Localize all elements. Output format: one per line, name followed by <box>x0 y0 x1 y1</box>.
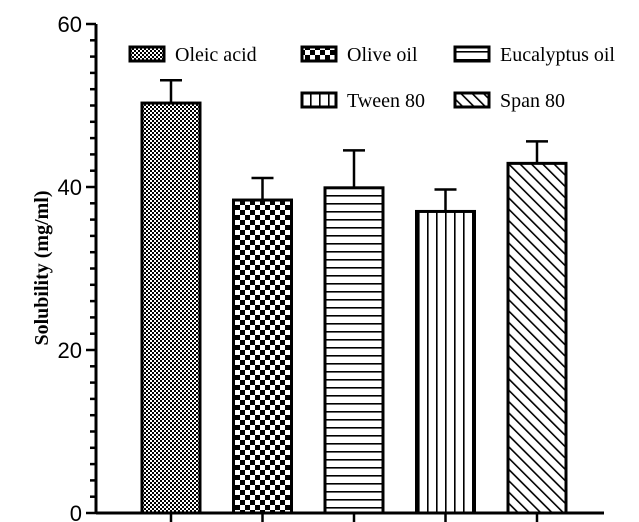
y-tick-label: 20 <box>58 338 82 363</box>
legend-label-tween-80: Tween 80 <box>347 90 425 112</box>
y-tick-label: 40 <box>58 175 82 200</box>
legend-swatch-olive-oil <box>300 45 338 63</box>
bar-tween-80 <box>415 209 476 515</box>
bar-olive-oil <box>232 198 293 515</box>
bar-oleic-acid <box>140 101 202 515</box>
legend-swatch-eucalyptus-oil <box>453 45 491 63</box>
y-axis-title: Solubility (mg/ml) <box>31 190 53 345</box>
legend-label-olive-oil: Olive oil <box>347 44 418 66</box>
bar-span-80 <box>506 161 568 515</box>
legend-swatch-oleic-acid <box>128 45 166 63</box>
legend: Oleic acid Olive oil Eucalyptus oil Tween 8… <box>128 44 615 112</box>
y-tick-label: 0 <box>70 501 82 522</box>
y-tick-label: 60 <box>58 12 82 37</box>
legend-label-eucalyptus-oil: Eucalyptus oil <box>500 44 615 66</box>
legend-swatch-tween-80 <box>300 91 338 109</box>
bar-eucalyptus-oil <box>323 186 385 515</box>
legend-swatch-span-80 <box>453 91 491 109</box>
legend-label-span-80: Span 80 <box>500 90 565 112</box>
legend-label-oleic-acid: Oleic acid <box>175 44 257 66</box>
